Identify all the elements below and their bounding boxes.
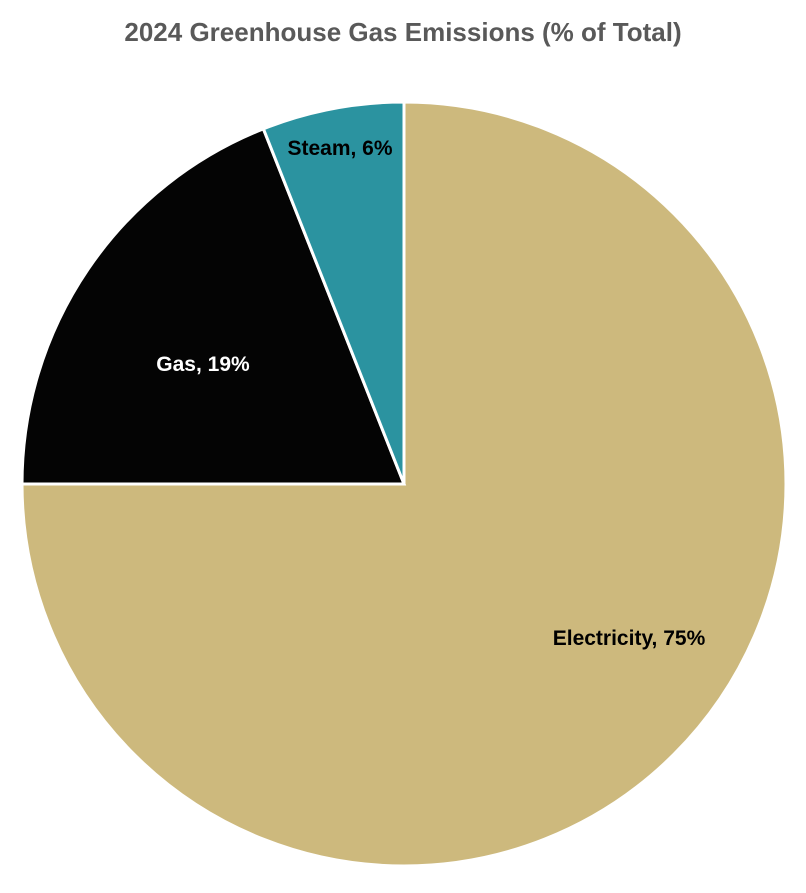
pie-slice-steam bbox=[261, 100, 406, 485]
pie-slice-gas bbox=[20, 126, 407, 486]
chart-title: 2024 Greenhouse Gas Emissions (% of Tota… bbox=[124, 17, 682, 47]
slice-label-gas: Gas, 19% bbox=[156, 353, 250, 376]
slice-label-electricity: Electricity, 75% bbox=[552, 627, 706, 650]
slice-label-steam: Steam, 6% bbox=[287, 137, 393, 160]
